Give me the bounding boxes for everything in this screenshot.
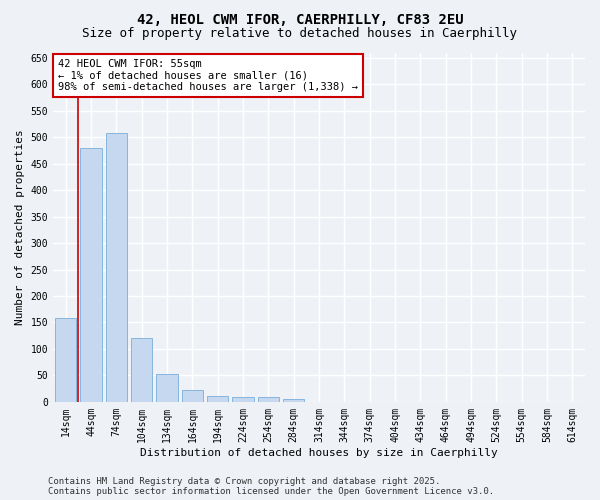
Bar [55,318,76,402]
Y-axis label: Number of detached properties: Number of detached properties [15,130,25,325]
Bar [156,374,178,402]
Bar [80,148,102,402]
X-axis label: Distribution of detached houses by size in Caerphilly: Distribution of detached houses by size … [140,448,498,458]
Bar [232,396,254,402]
Text: 42, HEOL CWM IFOR, CAERPHILLY, CF83 2EU: 42, HEOL CWM IFOR, CAERPHILLY, CF83 2EU [137,12,463,26]
Text: Contains HM Land Registry data © Crown copyright and database right 2025.
Contai: Contains HM Land Registry data © Crown c… [48,476,494,496]
Text: 42 HEOL CWM IFOR: 55sqm
← 1% of detached houses are smaller (16)
98% of semi-det: 42 HEOL CWM IFOR: 55sqm ← 1% of detached… [58,59,358,92]
Bar [182,390,203,402]
Text: Size of property relative to detached houses in Caerphilly: Size of property relative to detached ho… [83,28,517,40]
Bar [283,398,304,402]
Bar [257,396,279,402]
Bar [131,338,152,402]
Bar [207,396,229,402]
Bar [106,134,127,402]
